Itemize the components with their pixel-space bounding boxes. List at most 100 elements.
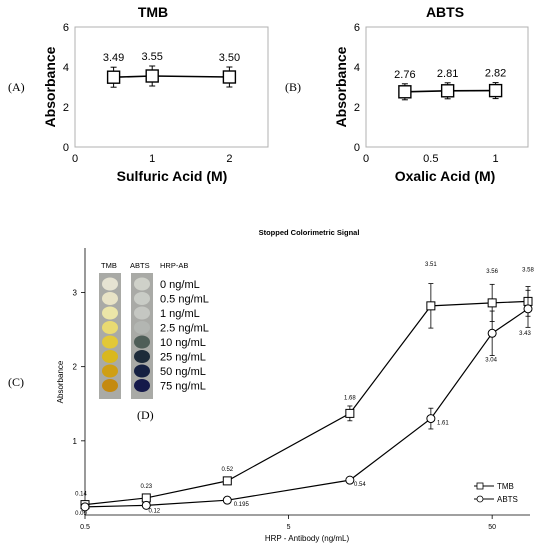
b-data-label: 2.76 [394,69,415,81]
c-y-tick-label: 2 [73,363,78,372]
legend-label-abts: ABTS [497,495,518,504]
c-data-label-abts: 0.09 [75,511,87,517]
abts-well [134,364,150,378]
c-data-label-abts: 0.12 [148,508,160,514]
a-series-line [113,75,230,78]
c-data-label-abts: 3.43 [519,331,531,337]
b-data-label: 2.81 [437,68,458,80]
chart-c: Stopped Colorimetric Signal Absorbance H… [56,228,534,543]
b-data-label: 2.82 [485,68,506,80]
c-data-label-tmb: 1.68 [344,395,356,401]
c-data-point-abts [141,500,151,510]
c-data-label-tmb: 0.14 [75,492,87,498]
legend-label-tmb: TMB [497,482,514,491]
chart-a-y-ticks: 0 2 4 6 [63,22,69,154]
chart-c-y-label: Absorbance [56,360,65,403]
concentration-label: 1 ng/mL [160,308,200,320]
c-y-tick-label: 1 [73,437,78,446]
c-data-point-abts [222,495,232,505]
chart-a-title: TMB [138,4,168,20]
chart-b-y-ticks: 0 2 4 6 [354,22,360,154]
inset-well-strips: TMB ABTS HRP-AB 0 ng/mL 0.5 ng/mL 1 ng/mL 2… [99,261,209,422]
abts-well [134,306,150,320]
concentration-label: 50 ng/mL [160,366,206,378]
a-y-tick-label: 6 [63,22,69,34]
chart-b-title: ABTS [426,4,464,20]
c-data-point-abts [523,304,533,314]
a-data-label: 3.50 [219,52,240,64]
concentration-label: 75 ng/mL [160,381,206,393]
concentration-label: 0.5 ng/mL [160,294,209,306]
chart-c-y-ticks: 1 2 3 [73,289,85,446]
abts-well [134,379,150,392]
c-data-point-tmb [487,298,497,308]
chart-b-x-label: Oxalic Acid (M) [395,168,496,184]
panel-label-c: (C) [8,375,24,389]
c-data-point-abts [487,328,497,338]
tmb-well [102,350,118,363]
b-x-tick-label: 0.5 [423,153,438,165]
b-data-point [398,85,412,99]
b-data-point [440,84,455,98]
chart-c-title: Stopped Colorimetric Signal [259,228,360,237]
tmb-well [102,292,118,305]
chart-b-marks: 2.76 2.81 2.82 [394,68,506,101]
c-data-point-abts [345,475,355,485]
chart-b-x-ticks: 0 0.5 1 [363,153,499,165]
c-data-label-tmb: 3.56 [486,269,498,275]
concentration-label: 25 ng/mL [160,352,206,364]
a-data-point [222,70,237,84]
c-data-point-tmb [141,493,151,503]
c-data-point-abts [80,502,90,512]
inset-concentration-labels: 0 ng/mL 0.5 ng/mL 1 ng/mL 2.5 ng/mL 10 ng/mL… [160,279,209,393]
a-data-point [145,69,159,83]
b-x-tick-label: 1 [493,153,499,165]
panel-label-a: (A) [8,80,25,94]
tmb-well [102,364,118,378]
a-data-point [106,70,121,84]
tmb-well [102,277,118,291]
legend-marker-abts [476,495,484,503]
c-data-label-abts: 3.04 [485,357,497,363]
tmb-well [102,335,118,349]
a-y-tick-label: 4 [63,62,69,74]
a-data-label: 3.49 [103,52,124,64]
chart-c-marks: 0.14 0.23 0.52 1.68 3.51 3.56 3.58 0.09 0.12 0.19… [75,262,534,517]
c-data-point-tmb [345,408,355,418]
c-x-tick-label: 0.5 [80,524,90,531]
b-data-point [488,83,503,98]
chart-a-marks: 3.49 3.55 3.50 [103,51,240,88]
inset-wells [102,277,150,392]
a-x-tick-label: 2 [226,153,232,165]
concentration-label: 0 ng/mL [160,279,200,291]
c-data-label-tmb: 3.58 [522,267,534,273]
b-y-tick-label: 6 [354,22,360,34]
a-x-tick-label: 0 [72,153,78,165]
c-data-label-tmb: 0.52 [221,467,233,473]
chart-a-x-label: Sulfuric Acid (M) [117,168,228,184]
abts-well [134,335,150,349]
chart-c-x-label: HRP - Antibody (ng/mL) [265,534,350,543]
abts-well [134,292,150,305]
abts-well [134,277,150,291]
chart-b-y-label: Absorbance [333,46,349,127]
legend-marker-tmb [476,482,484,490]
inset-header-tmb: TMB [101,261,117,270]
b-y-tick-label: 2 [354,102,360,114]
a-y-tick-label: 0 [63,142,69,154]
tmb-well [102,321,118,334]
c-data-label-abts: 0.54 [354,482,366,488]
b-x-tick-label: 0 [363,153,369,165]
a-y-tick-label: 2 [63,102,69,114]
tmb-well [102,379,118,392]
panel-label-b: (B) [285,80,301,94]
c-data-label-tmb: 0.23 [140,484,152,490]
b-y-tick-label: 0 [354,142,360,154]
c-x-tick-label: 50 [488,524,496,531]
a-x-tick-label: 1 [149,153,155,165]
tmb-well [102,306,118,320]
abts-well [134,350,150,363]
concentration-label: 10 ng/mL [160,337,206,349]
c-data-label-tmb: 3.51 [425,262,437,268]
